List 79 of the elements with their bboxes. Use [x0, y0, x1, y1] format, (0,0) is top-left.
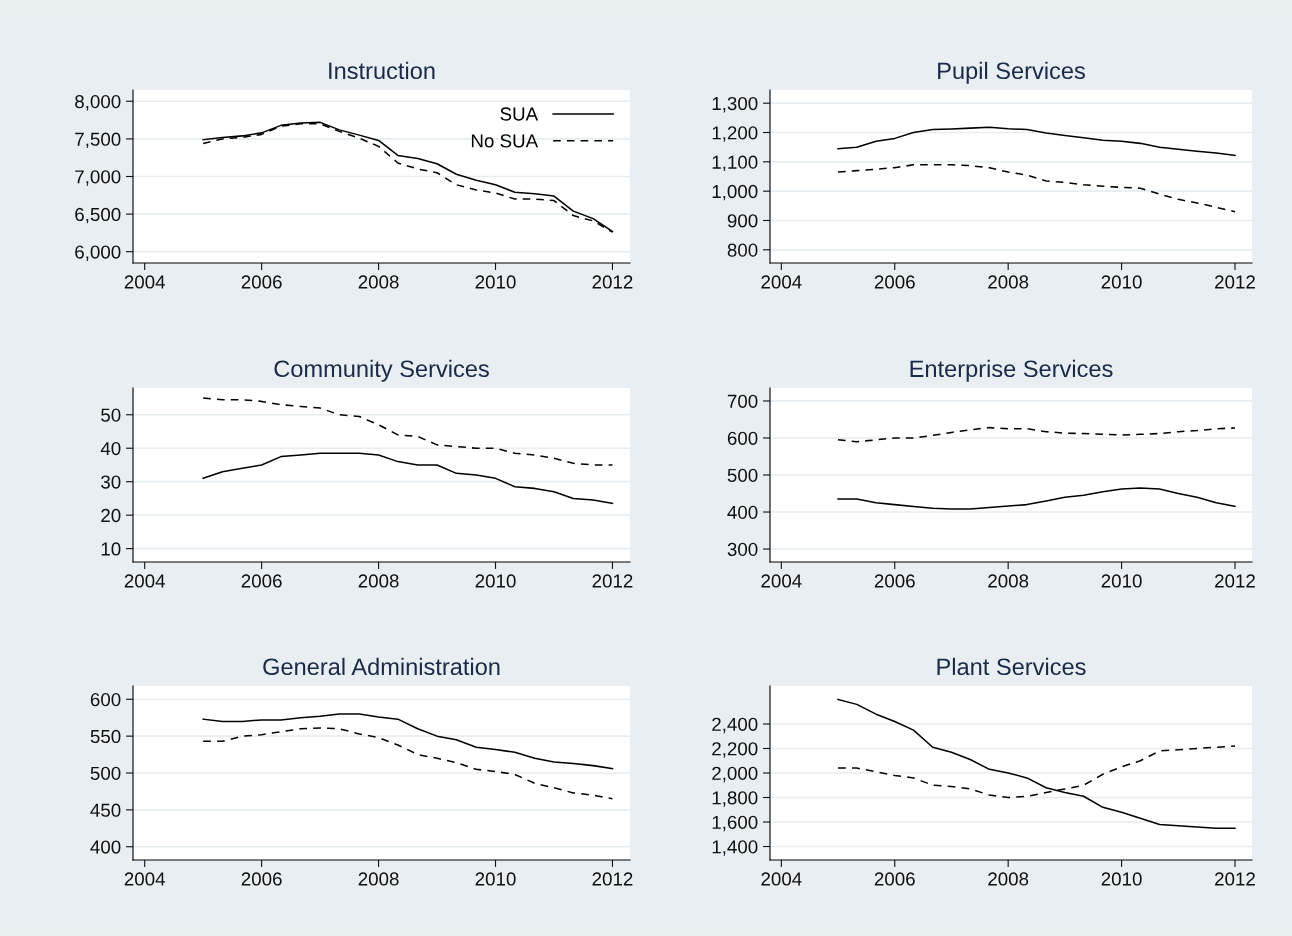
- x-tick-label: 2010: [1101, 872, 1142, 886]
- y-tick-label: 550: [90, 729, 121, 744]
- line-series: [202, 727, 614, 800]
- x-tick-label: 2012: [592, 872, 633, 886]
- x-tick-label: 2012: [592, 574, 633, 588]
- y-tick-label: 7,500: [75, 132, 121, 149]
- x-tick-label: 2004: [761, 872, 802, 886]
- y-tick-label: 1,200: [712, 126, 758, 142]
- y-tick-label: 700: [727, 394, 758, 408]
- x-tick-label: 2008: [988, 574, 1029, 588]
- y-tick-label: 8,000: [75, 94, 121, 111]
- chart-title: Instruction: [329, 61, 435, 80]
- x-tick-label: 2004: [124, 574, 165, 588]
- y-tick-label: 1,600: [712, 815, 758, 832]
- x-tick-label: 2006: [874, 275, 915, 289]
- y-tick-label: 600: [727, 431, 758, 445]
- x-tick-label: 2004: [761, 275, 802, 289]
- x-tick-label: 2004: [124, 872, 165, 886]
- x-tick-label: 2010: [475, 275, 516, 289]
- y-tick-label: 2,400: [712, 717, 758, 734]
- x-tick-label: 2008: [358, 872, 399, 886]
- y-tick-label: 1,800: [712, 791, 758, 807]
- y-tick-label: 50: [101, 408, 121, 422]
- chart-title: General Administration: [263, 657, 500, 676]
- legend-label: No SUA: [471, 134, 539, 148]
- x-tick-label: 2012: [1215, 872, 1255, 886]
- y-tick-label: 600: [90, 692, 121, 707]
- x-tick-label: 2010: [1101, 574, 1142, 588]
- line-series: [837, 126, 1236, 157]
- y-tick-label: 1,100: [712, 155, 758, 172]
- legend-label: SUA: [500, 107, 539, 121]
- line-series: [837, 426, 1236, 443]
- y-tick-label: 1,300: [712, 96, 758, 113]
- line-series: [837, 487, 1236, 510]
- y-tick-label: 1,400: [712, 840, 758, 856]
- y-tick-label: 10: [101, 542, 121, 556]
- y-tick-label: 20: [101, 508, 121, 523]
- y-tick-label: 450: [90, 803, 121, 817]
- x-tick-label: 2008: [358, 275, 399, 289]
- x-tick-label: 2010: [475, 574, 516, 588]
- line-series: [202, 452, 614, 505]
- x-tick-label: 2006: [241, 574, 282, 588]
- x-tick-label: 2012: [1215, 574, 1255, 588]
- y-tick-label: 6,000: [75, 245, 121, 261]
- chart-title: Pupil Services: [938, 61, 1085, 84]
- line-series: [202, 713, 614, 770]
- x-tick-label: 2012: [592, 275, 633, 289]
- y-tick-label: 30: [101, 475, 121, 489]
- y-tick-label: 400: [90, 840, 121, 854]
- x-tick-label: 2010: [1101, 275, 1142, 289]
- y-tick-label: 2,000: [712, 766, 758, 783]
- y-tick-label: 900: [727, 214, 758, 228]
- x-tick-label: 2012: [1215, 275, 1255, 289]
- x-tick-label: 2010: [475, 872, 516, 886]
- y-tick-label: 500: [727, 468, 758, 482]
- x-tick-label: 2004: [124, 275, 165, 289]
- y-tick-label: 300: [727, 542, 758, 557]
- x-tick-label: 2008: [988, 872, 1029, 886]
- y-tick-label: 7,000: [75, 170, 121, 186]
- x-tick-label: 2004: [761, 574, 802, 588]
- line-series: [202, 397, 614, 466]
- x-tick-label: 2006: [241, 872, 282, 886]
- x-tick-label: 2006: [241, 275, 282, 289]
- x-tick-label: 2006: [874, 574, 915, 588]
- chart-title: Community Services: [274, 359, 489, 382]
- line-series: [837, 164, 1236, 213]
- chart-title: Plant Services: [937, 657, 1086, 676]
- y-tick-label: 500: [90, 766, 121, 780]
- x-tick-label: 2008: [358, 574, 399, 588]
- x-tick-label: 2006: [874, 872, 915, 886]
- y-tick-label: 6,500: [75, 207, 121, 224]
- y-tick-label: 400: [727, 505, 758, 519]
- y-tick-label: 40: [100, 441, 121, 456]
- chart-title: Enterprise Services: [910, 359, 1113, 382]
- y-tick-label: 2,200: [712, 742, 758, 758]
- x-tick-label: 2008: [988, 275, 1029, 289]
- y-tick-label: 800: [727, 243, 758, 257]
- y-tick-label: 1,000: [712, 184, 758, 201]
- line-series: [837, 698, 1236, 829]
